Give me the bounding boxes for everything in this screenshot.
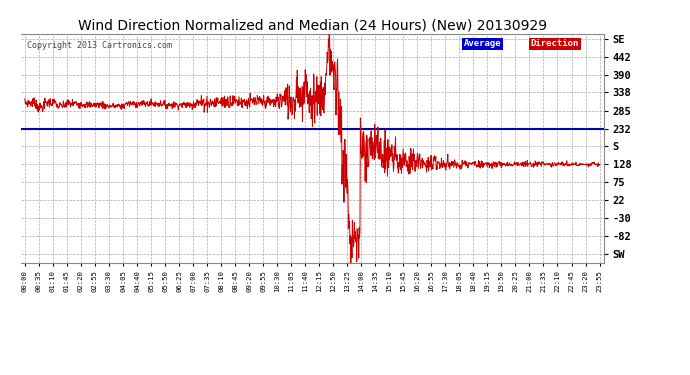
Text: Average: Average [464,39,502,48]
Text: Direction: Direction [531,39,579,48]
Text: Copyright 2013 Cartronics.com: Copyright 2013 Cartronics.com [26,40,172,50]
Title: Wind Direction Normalized and Median (24 Hours) (New) 20130929: Wind Direction Normalized and Median (24… [78,19,546,33]
